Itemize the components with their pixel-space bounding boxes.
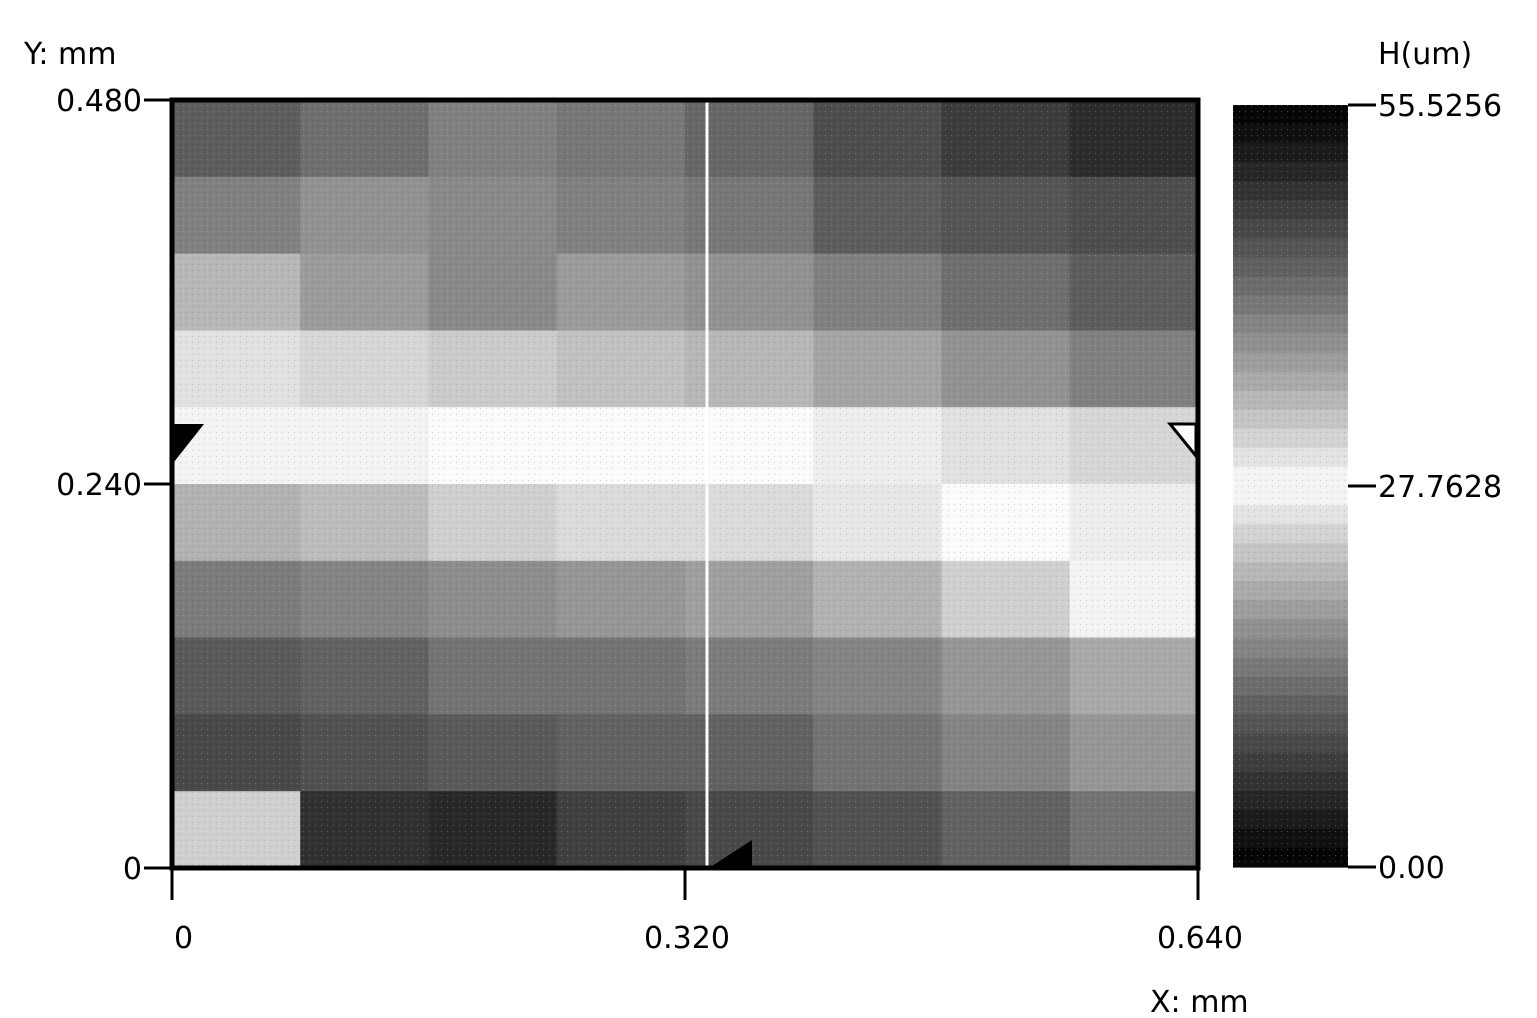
x-axis-label: X: mm (1150, 985, 1249, 1018)
left-profile-marker (174, 424, 204, 462)
y-tick-label: 0.480 (56, 84, 142, 119)
colorbar-label: H(um) (1378, 37, 1472, 72)
colorbar-texture (1233, 105, 1348, 867)
x-tick-label: 0.640 (1157, 921, 1243, 956)
y-tick-label: 0.240 (56, 468, 142, 503)
colorbar-tick-label: 27.7628 (1378, 470, 1502, 505)
bottom-profile-marker (712, 840, 752, 866)
y-axis-label: Y: mm (23, 37, 116, 72)
texture-overlay (172, 100, 1198, 868)
colorbar-tick-label: 55.5256 (1378, 89, 1502, 124)
x-tick-label: 0.320 (644, 921, 730, 956)
y-tick-label: 0 (123, 852, 142, 887)
x-tick-label: 0 (174, 921, 193, 956)
colorbar-tick-label: 0.00 (1378, 851, 1445, 886)
